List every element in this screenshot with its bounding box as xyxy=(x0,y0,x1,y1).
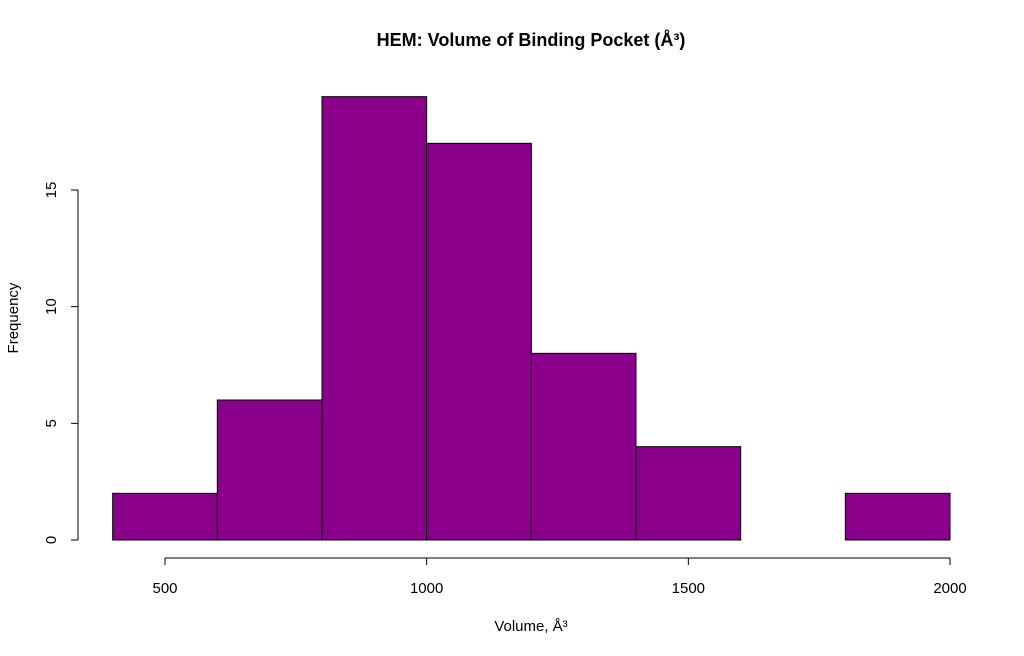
x-axis: 500 1000 1500 2000 xyxy=(152,557,967,597)
x-tick-label: 1500 xyxy=(672,580,705,597)
histogram-bar xyxy=(321,96,428,541)
x-tick-label: 1000 xyxy=(410,580,443,597)
y-tick-label: 10 xyxy=(43,298,60,315)
x-tick-label: 500 xyxy=(152,580,177,597)
y-axis-label: Frequency xyxy=(5,282,22,353)
x-tick-label: 2000 xyxy=(933,580,966,597)
histogram-bar xyxy=(844,492,951,541)
y-axis: 0 5 10 15 xyxy=(43,182,79,544)
y-tick-label: 5 xyxy=(43,419,60,427)
histogram-bar xyxy=(112,492,218,541)
histogram-bar xyxy=(530,352,637,541)
histogram-bar xyxy=(216,399,323,541)
histogram-bar xyxy=(635,446,742,541)
histogram-bars xyxy=(112,96,951,541)
y-tick-label: 15 xyxy=(43,182,60,199)
chart-title: HEM: Volume of Binding Pocket (Å³) xyxy=(377,30,686,50)
y-tick-label: 0 xyxy=(43,536,60,544)
x-axis-label: Volume, Å³ xyxy=(494,618,567,635)
histogram-bar xyxy=(426,142,532,541)
